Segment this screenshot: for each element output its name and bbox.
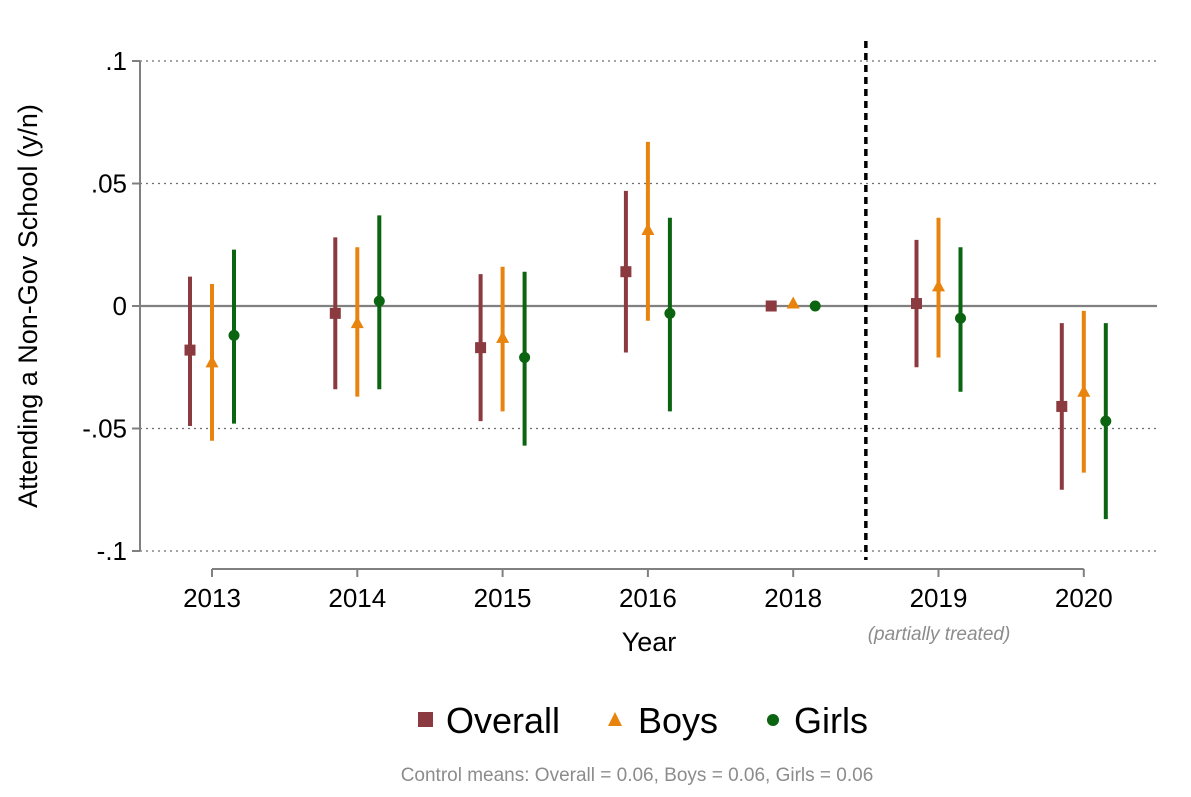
point-overall bbox=[475, 342, 487, 354]
x-tick-label: 2016 bbox=[619, 583, 677, 613]
data-marks bbox=[184, 141, 1112, 520]
control-means-note: Control means: Overall = 0.06, Boys = 0.… bbox=[401, 765, 874, 786]
point-boys bbox=[641, 223, 655, 236]
point-boys bbox=[350, 316, 364, 329]
legend-label-overall: Overall bbox=[446, 700, 560, 741]
axis-labels: .1 .05 0 -.05 -.1 2013 2014 2015 2016 2018 2019 202… bbox=[82, 46, 1113, 613]
point-boys bbox=[786, 296, 800, 309]
point-girls bbox=[228, 329, 240, 341]
point-boys bbox=[1077, 384, 1091, 397]
point-girls bbox=[373, 295, 385, 307]
point-girls bbox=[664, 307, 676, 319]
point-overall bbox=[184, 344, 196, 356]
point-boys bbox=[496, 330, 510, 343]
point-girls bbox=[1100, 415, 1112, 427]
point-boys bbox=[932, 279, 945, 292]
y-tick-label: 0 bbox=[113, 291, 127, 321]
x-tick-label: 2018 bbox=[764, 583, 822, 613]
x-tick-label: 2015 bbox=[474, 583, 532, 613]
legend: Overall Boys Girls bbox=[418, 700, 868, 741]
partially-treated-annotation: (partially treated) bbox=[868, 624, 1011, 645]
legend-label-boys: Boys bbox=[638, 700, 718, 741]
y-axis-title: Attending a Non-Gov School (y/n) bbox=[13, 104, 43, 508]
point-overall bbox=[329, 307, 341, 319]
y-tick-label: -.05 bbox=[82, 414, 127, 444]
point-boys bbox=[205, 355, 219, 368]
point-girls bbox=[955, 312, 966, 324]
legend-marker-boys bbox=[608, 712, 622, 726]
x-tick-label: 2014 bbox=[328, 583, 386, 613]
x-tick-label: 2019 bbox=[910, 583, 968, 613]
x-axis-title: Year bbox=[622, 627, 677, 657]
point-girls bbox=[809, 300, 821, 312]
point-overall bbox=[1056, 400, 1068, 412]
x-tick-label: 2013 bbox=[183, 583, 241, 613]
point-overall bbox=[911, 298, 922, 310]
point-girls bbox=[519, 351, 531, 363]
y-tick-label: .1 bbox=[105, 46, 127, 76]
x-tick-label: 2020 bbox=[1055, 583, 1113, 613]
point-overall bbox=[765, 300, 777, 312]
y-tick-label: -.1 bbox=[97, 536, 127, 566]
point-overall bbox=[620, 266, 632, 278]
axes bbox=[132, 41, 1085, 577]
legend-marker-overall bbox=[418, 712, 433, 727]
y-tick-label: .05 bbox=[91, 169, 127, 199]
legend-marker-girls bbox=[767, 714, 779, 726]
legend-label-girls: Girls bbox=[794, 700, 868, 741]
